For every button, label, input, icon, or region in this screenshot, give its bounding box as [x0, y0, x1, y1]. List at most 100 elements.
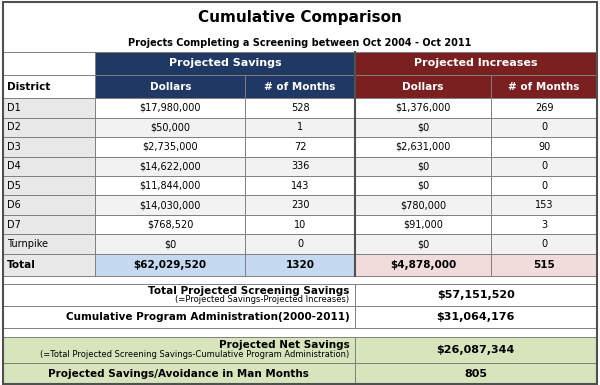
Bar [3, 234, 95, 254]
Text: $4,878,000: $4,878,000 [390, 260, 456, 270]
Text: Total Projected Screening Savings: Total Projected Screening Savings [148, 286, 350, 296]
Bar [245, 176, 355, 196]
Text: $1,376,000: $1,376,000 [395, 103, 451, 113]
Bar [491, 75, 597, 98]
Bar [355, 363, 597, 384]
Text: $31,064,176: $31,064,176 [437, 312, 515, 322]
Bar [355, 196, 491, 215]
Bar [491, 176, 597, 196]
Text: 0: 0 [541, 239, 547, 249]
Bar [3, 52, 95, 98]
Bar [3, 328, 597, 336]
Bar [245, 137, 355, 157]
Text: 143: 143 [291, 181, 309, 191]
Bar [355, 137, 491, 157]
Text: $0: $0 [417, 161, 429, 171]
Bar [491, 157, 597, 176]
Bar [355, 234, 491, 254]
Text: $0: $0 [417, 122, 429, 132]
Bar [355, 254, 491, 276]
Text: D4: D4 [7, 161, 21, 171]
Bar [95, 98, 245, 117]
Text: $14,030,000: $14,030,000 [140, 200, 201, 210]
Text: 805: 805 [464, 369, 487, 379]
Bar [3, 215, 95, 234]
Text: 0: 0 [541, 161, 547, 171]
Text: $0: $0 [417, 239, 429, 249]
Text: $11,844,000: $11,844,000 [140, 181, 201, 191]
Text: 336: 336 [291, 161, 309, 171]
Text: 528: 528 [290, 103, 310, 113]
Text: 72: 72 [294, 142, 306, 152]
Text: Turnpike: Turnpike [7, 239, 48, 249]
Text: $768,520: $768,520 [147, 219, 193, 229]
Text: Projected Savings: Projected Savings [169, 59, 281, 69]
Text: 3: 3 [541, 219, 547, 229]
Text: 0: 0 [297, 239, 303, 249]
Text: $2,631,000: $2,631,000 [395, 142, 451, 152]
Bar [491, 137, 597, 157]
Bar [491, 254, 597, 276]
Bar [355, 306, 597, 328]
Bar [355, 117, 491, 137]
Text: $91,000: $91,000 [403, 219, 443, 229]
Bar [95, 196, 245, 215]
Text: 10: 10 [294, 219, 306, 229]
Bar [3, 336, 597, 384]
Text: 515: 515 [533, 260, 555, 270]
Text: D7: D7 [7, 219, 21, 229]
Bar [245, 117, 355, 137]
Text: $26,087,344: $26,087,344 [437, 345, 515, 355]
Bar [3, 363, 355, 384]
Bar [355, 215, 491, 234]
Text: $0: $0 [164, 239, 176, 249]
Bar [3, 328, 597, 336]
Bar [245, 196, 355, 215]
Bar [3, 98, 95, 117]
Text: D6: D6 [7, 200, 21, 210]
Text: District: District [7, 82, 50, 92]
Bar [355, 98, 491, 117]
Bar [355, 157, 491, 176]
Text: Projected Savings/Avoidance in Man Months: Projected Savings/Avoidance in Man Month… [49, 369, 309, 379]
Bar [95, 215, 245, 234]
Bar [3, 276, 597, 284]
Bar [3, 157, 95, 176]
Bar [95, 75, 245, 98]
Text: (=Projected Savings-Projected Increases): (=Projected Savings-Projected Increases) [175, 295, 350, 304]
Bar [95, 52, 355, 75]
Text: $780,000: $780,000 [400, 200, 446, 210]
Text: 0: 0 [541, 122, 547, 132]
Text: $50,000: $50,000 [150, 122, 190, 132]
Text: $2,735,000: $2,735,000 [142, 142, 198, 152]
Text: 1320: 1320 [286, 260, 314, 270]
Text: Projected Increases: Projected Increases [414, 59, 538, 69]
Bar [245, 157, 355, 176]
Bar [491, 234, 597, 254]
Bar [95, 137, 245, 157]
Text: 269: 269 [535, 103, 553, 113]
Text: Cumulative Comparison: Cumulative Comparison [198, 10, 402, 25]
Text: # of Months: # of Months [265, 82, 335, 92]
Bar [3, 336, 355, 363]
Bar [3, 117, 95, 137]
Text: $0: $0 [417, 181, 429, 191]
Text: D2: D2 [7, 122, 21, 132]
Text: 153: 153 [535, 200, 553, 210]
Bar [95, 117, 245, 137]
Text: D3: D3 [7, 142, 21, 152]
Bar [3, 2, 597, 52]
Text: 230: 230 [291, 200, 309, 210]
Text: 1: 1 [297, 122, 303, 132]
Text: Dollars: Dollars [149, 82, 191, 92]
Text: $14,622,000: $14,622,000 [139, 161, 201, 171]
Bar [3, 254, 95, 276]
Text: Total: Total [7, 260, 36, 270]
Bar [355, 176, 491, 196]
Bar [3, 276, 597, 284]
Text: D1: D1 [7, 103, 21, 113]
Bar [3, 284, 355, 306]
Bar [245, 75, 355, 98]
Bar [3, 176, 95, 196]
Bar [3, 196, 95, 215]
